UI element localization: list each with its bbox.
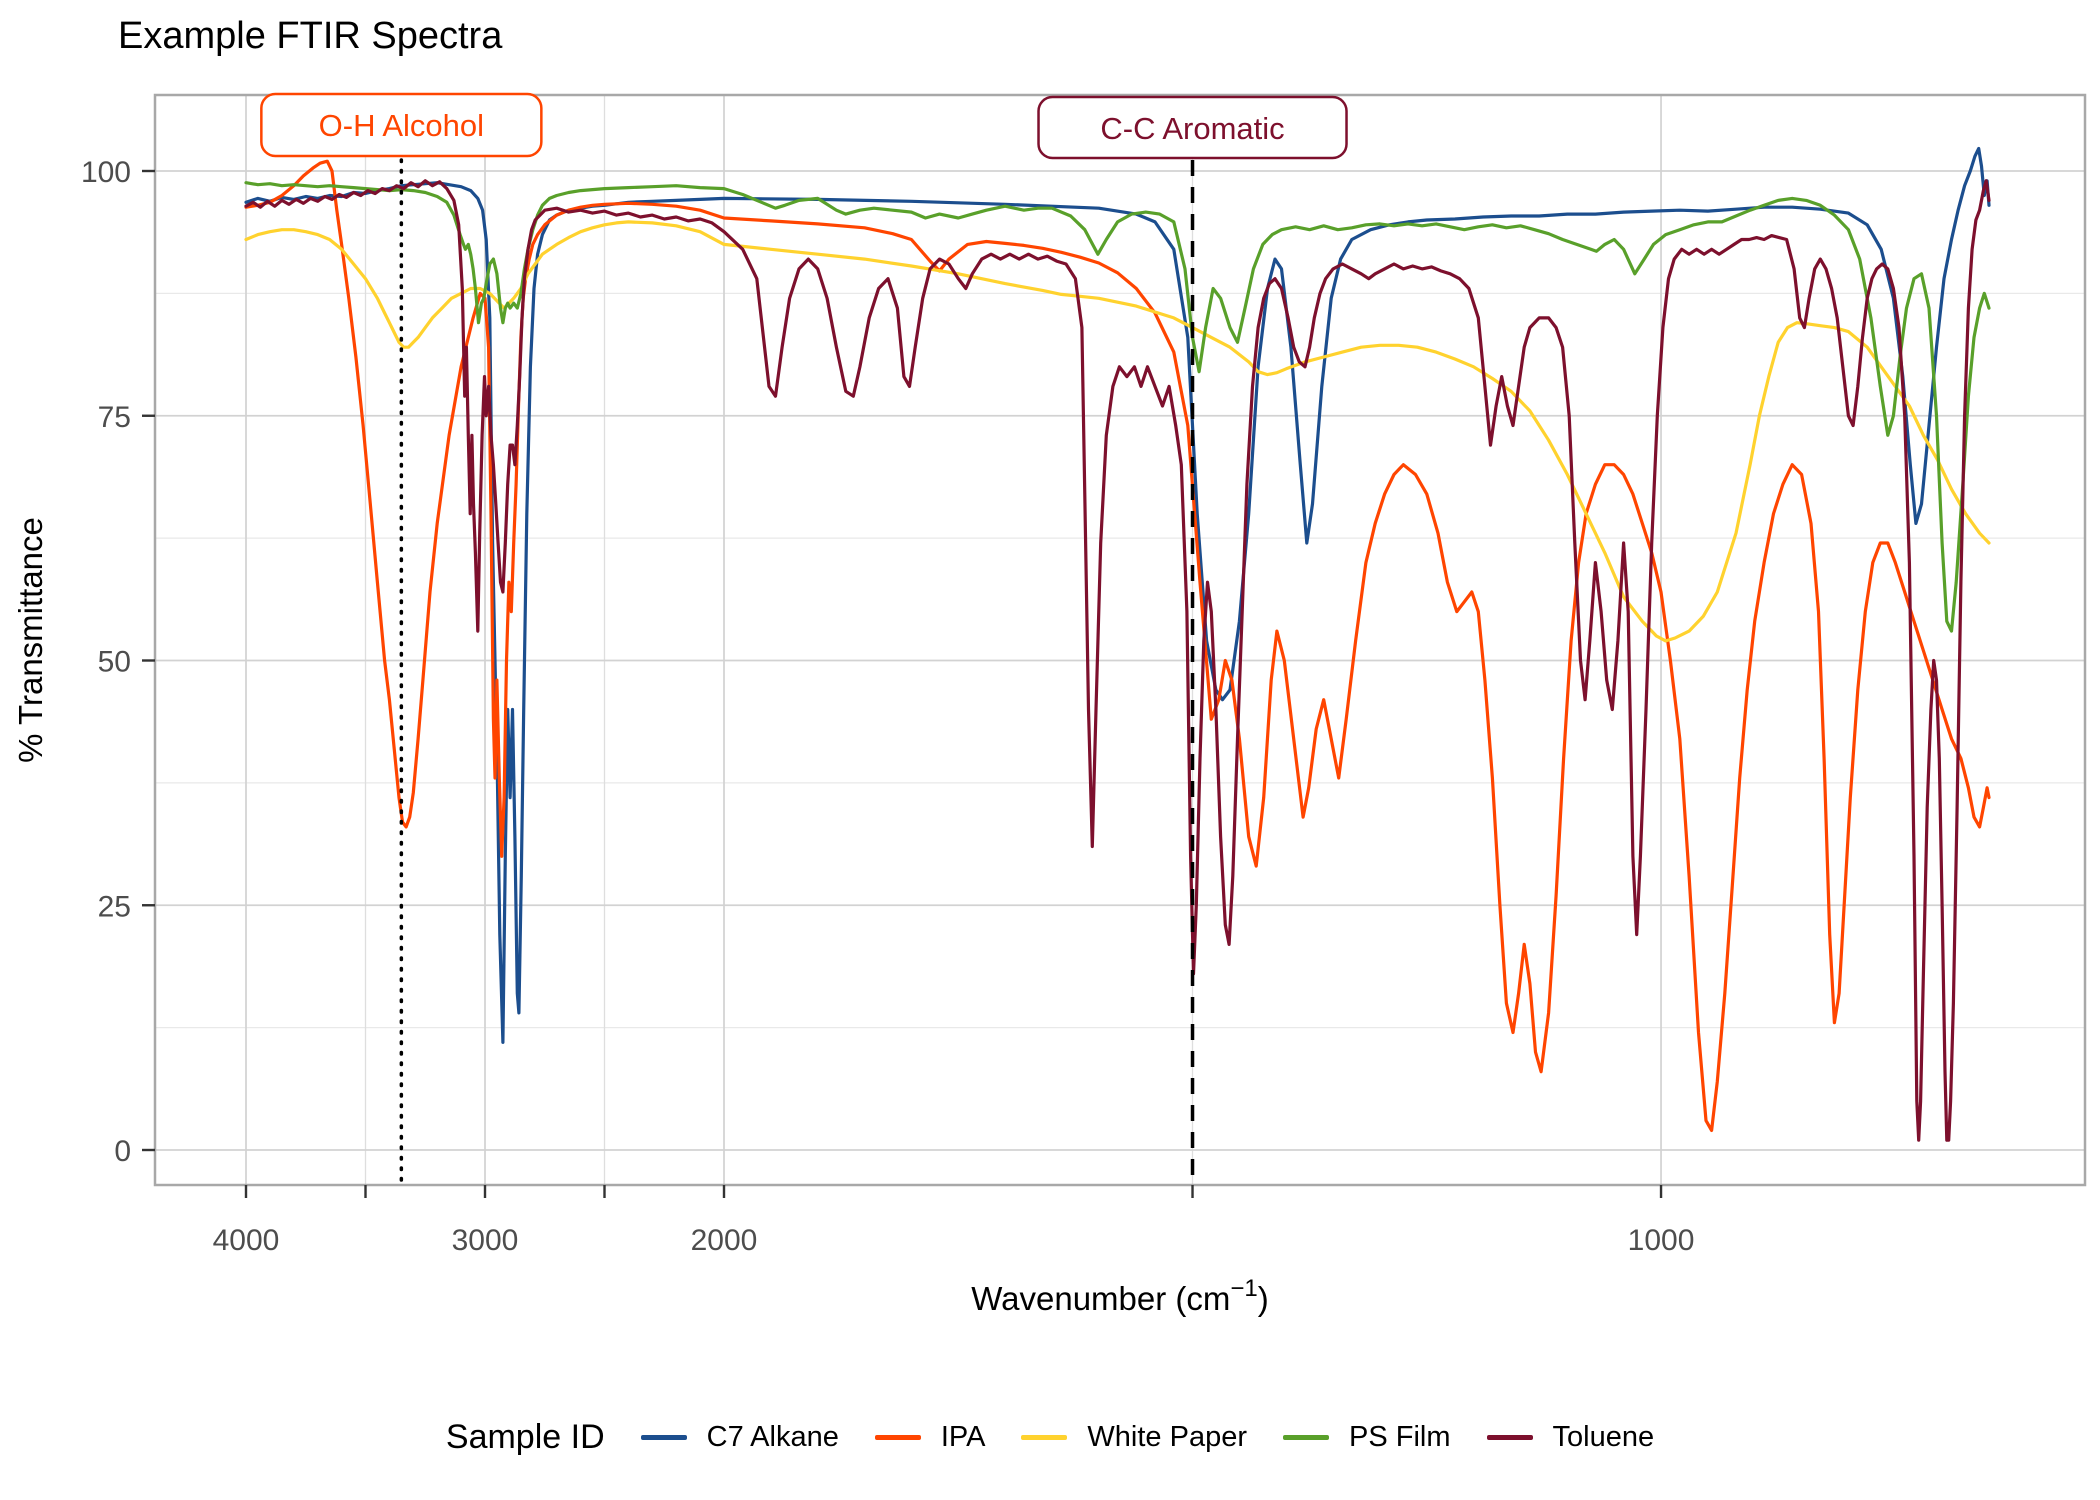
x-tick-label-3000: 3000	[452, 1224, 519, 1257]
y-tick-label-75: 75	[98, 401, 131, 434]
plot-panel-border	[153, 93, 2087, 1187]
axis-ticks	[142, 169, 1663, 1198]
legend-label: IPA	[940, 1421, 986, 1453]
legend-item-ps-film: PS Film	[1283, 1421, 1451, 1454]
series-line-toluene	[244, 179, 1991, 1142]
x-tick-label-4000: 4000	[213, 1224, 280, 1257]
legend-item-white-paper: White Paper	[1021, 1421, 1247, 1454]
cc-aromatic-label: C-C Aromatic	[1100, 111, 1284, 146]
y-tick-label-0: 0	[114, 1135, 131, 1168]
x-tick-label-1000: 1000	[1628, 1224, 1695, 1257]
series-line-ipa	[244, 159, 1991, 1132]
legend-title: Sample ID	[445, 1418, 605, 1456]
oh-alcohol-label-box	[260, 92, 543, 158]
axis-tick-labels: 4000 3000 2000 1000 0 25 50 75 100	[81, 156, 1694, 1257]
gridlines-minor	[155, 95, 2085, 1185]
series-line-c7-alkane	[244, 146, 1991, 1044]
legend-label: PS Film	[1349, 1421, 1451, 1453]
cc-aromatic-label-box	[1037, 95, 1348, 160]
series-line-ps-film	[244, 181, 1991, 633]
y-axis-title: % Transmittance	[12, 517, 49, 763]
legend-key-line	[1486, 1435, 1533, 1440]
legend-key-line	[874, 1435, 921, 1440]
legend-item-toluene: Toluene	[1486, 1421, 1655, 1454]
chart-title: Example FTIR Spectra	[118, 15, 503, 57]
x-tick-label-2000: 2000	[691, 1224, 758, 1257]
annotation-lines	[399, 158, 1195, 1187]
legend-label: C7 Alkane	[706, 1421, 839, 1453]
annotation-labels: O-H Alcohol C-C Aromatic	[260, 92, 1348, 160]
legend-item-c7-alkane: C7 Alkane	[640, 1421, 839, 1454]
x-axis-title: Wavenumber (cm−1)	[971, 1275, 1269, 1317]
y-tick-label-100: 100	[81, 156, 131, 189]
legend: Sample ID C7 Alkane IPA White Paper PS Film…	[0, 1418, 2100, 1457]
legend-item-ipa: IPA	[874, 1421, 986, 1454]
spectra-series	[244, 146, 1991, 1142]
series-line-white-paper	[244, 220, 1991, 643]
legend-key-line	[640, 1435, 687, 1440]
legend-key-line	[1283, 1435, 1329, 1440]
legend-label: Toluene	[1552, 1421, 1655, 1453]
oh-alcohol-label: O-H Alcohol	[319, 108, 484, 143]
y-tick-label-50: 50	[98, 646, 131, 679]
legend-key-line	[1021, 1435, 1068, 1440]
gridlines-major	[155, 95, 2085, 1185]
legend-label: White Paper	[1087, 1421, 1247, 1453]
y-tick-label-25: 25	[98, 890, 131, 923]
